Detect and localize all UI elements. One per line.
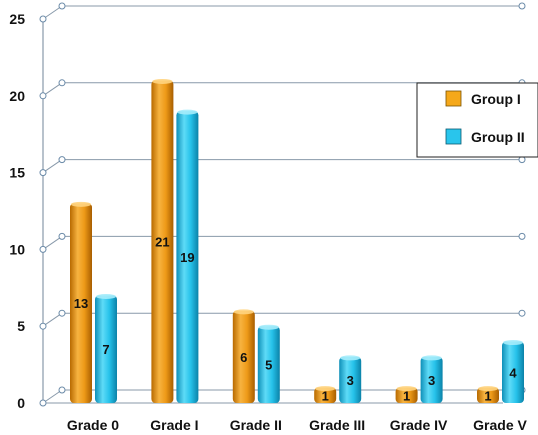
data-label: 1: [484, 388, 491, 403]
legend-swatch-group-i: [445, 90, 462, 107]
x-category-label: Grade I: [150, 417, 198, 433]
grid-diagonal: [42, 82, 63, 97]
grid-marker: [58, 232, 66, 240]
y-tick-label: 10: [9, 241, 25, 257]
bars: [70, 78, 524, 403]
bar-group-i: [70, 201, 92, 403]
floor-edge-left: [42, 389, 63, 404]
x-category-label: Grade IV: [390, 417, 448, 433]
tick-marker: [39, 399, 47, 407]
grid-diagonal: [42, 159, 63, 174]
grid-marker: [518, 309, 526, 317]
grid-marker: [518, 2, 526, 10]
bar-group-ii: [95, 293, 117, 403]
bar-group-ii: [339, 355, 362, 403]
bar-group-i: [232, 309, 255, 403]
bar-group-ii: [257, 324, 280, 403]
grid-marker: [518, 232, 526, 240]
grid-diagonal: [42, 312, 63, 327]
y-tick-label: 5: [17, 318, 25, 334]
legend-box: [416, 82, 538, 158]
tick-marker: [39, 245, 47, 253]
y-tick-label: 25: [9, 11, 25, 27]
data-label: 6: [240, 350, 247, 365]
bar-group-i: [151, 78, 174, 403]
data-label: 3: [347, 373, 354, 388]
data-label: 19: [180, 250, 194, 265]
data-label: 1: [403, 388, 410, 403]
x-category-label: Grade III: [309, 417, 365, 433]
legend-swatch-group-ii: [445, 128, 462, 145]
grid-marker: [58, 156, 66, 164]
tick-marker: [39, 15, 47, 23]
legend: Group I Group II: [416, 82, 538, 158]
tick-marker: [39, 92, 47, 100]
x-category-label: Grade 0: [67, 417, 119, 433]
tick-marker: [39, 169, 47, 177]
grid-lines: [42, 5, 522, 404]
bar-group-i: [395, 386, 418, 403]
grid-marker: [58, 79, 66, 87]
y-tick-label: 0: [17, 395, 25, 411]
data-label: 1: [322, 388, 329, 403]
x-category-label: Grade II: [230, 417, 282, 433]
y-tick-label: 15: [9, 165, 25, 181]
bar-group-ii: [420, 355, 443, 403]
bar-group-ii: [176, 109, 199, 403]
data-label: 13: [74, 296, 88, 311]
grid-marker: [58, 309, 66, 317]
data-label: 5: [265, 358, 272, 373]
data-label: 7: [102, 342, 109, 357]
bar-group-ii: [502, 340, 524, 403]
grid-marker: [58, 2, 66, 10]
bar-group-i: [477, 386, 499, 403]
tick-marker: [39, 322, 47, 330]
y-tick-label: 20: [9, 88, 25, 104]
data-label: 4: [509, 365, 517, 380]
legend-label-group-i: Group I: [471, 91, 521, 107]
x-axis-labels: Grade 0 Grade I Grade II Grade III Grade IV G…: [67, 417, 528, 433]
data-label: 21: [155, 235, 169, 250]
grid-marker: [58, 386, 66, 394]
grid-diagonal: [42, 235, 63, 250]
bar-group-i: [314, 386, 337, 403]
x-category-label: Grade V: [473, 417, 527, 433]
grid-diagonal: [42, 5, 63, 20]
legend-label-group-ii: Group II: [471, 129, 525, 145]
data-label: 3: [428, 373, 435, 388]
